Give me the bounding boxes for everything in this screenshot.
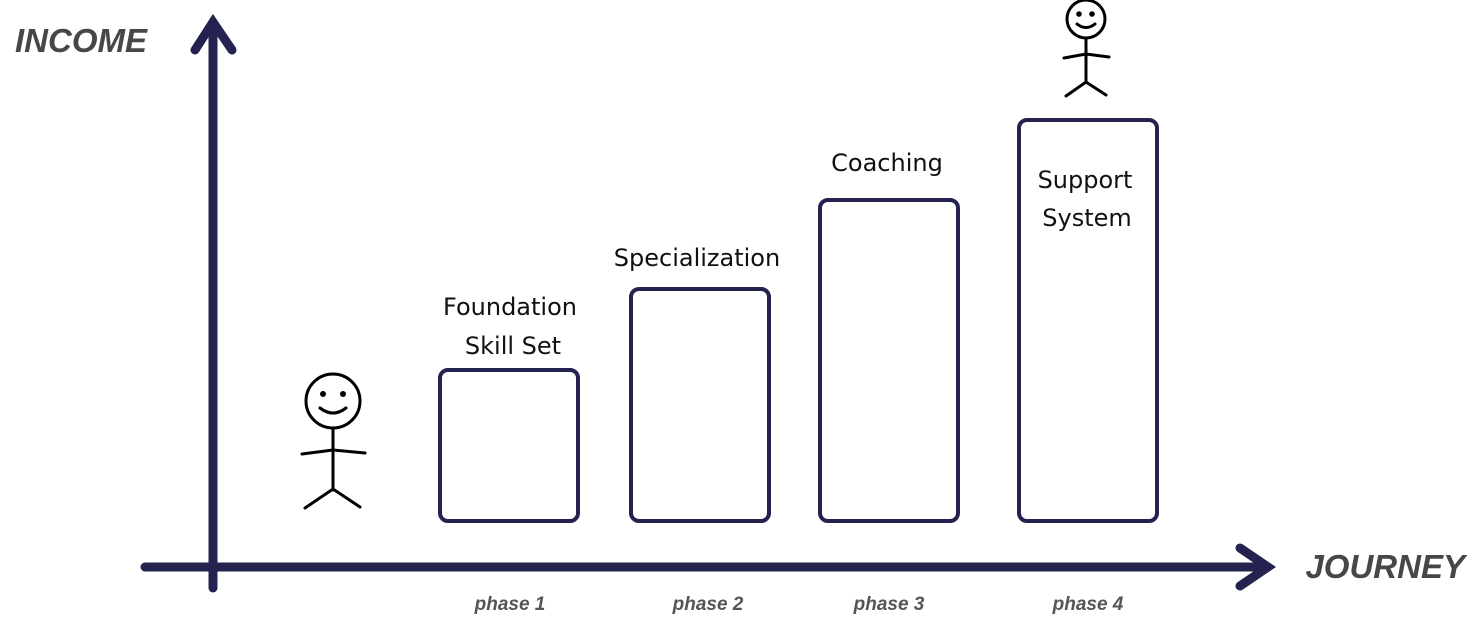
step-label-1b: Skill Set [465, 332, 561, 360]
step-label-1a: Foundation [443, 293, 577, 321]
x-axis-label: JOURNEY [1305, 548, 1467, 585]
phase-label-1: phase 1 [474, 594, 546, 615]
step-label-4b: System [1042, 204, 1132, 232]
step-box-1 [438, 368, 580, 523]
y-axis [190, 13, 237, 593]
step-box-2 [629, 287, 771, 523]
stick-figure-start [300, 372, 367, 510]
y-axis-label: INCOME [15, 22, 148, 59]
step-label-2: Specialization [614, 244, 780, 272]
stick-figure-top [1062, 0, 1111, 98]
x-axis [140, 543, 1277, 591]
step-box-3 [818, 198, 960, 523]
step-label-3: Coaching [831, 149, 943, 177]
phase-label-2: phase 2 [672, 594, 744, 615]
phase-label-3: phase 3 [853, 594, 925, 615]
step-label-4a: Support [1038, 166, 1133, 194]
phase-label-4: phase 4 [1052, 594, 1124, 615]
step-box-4 [1017, 118, 1159, 523]
